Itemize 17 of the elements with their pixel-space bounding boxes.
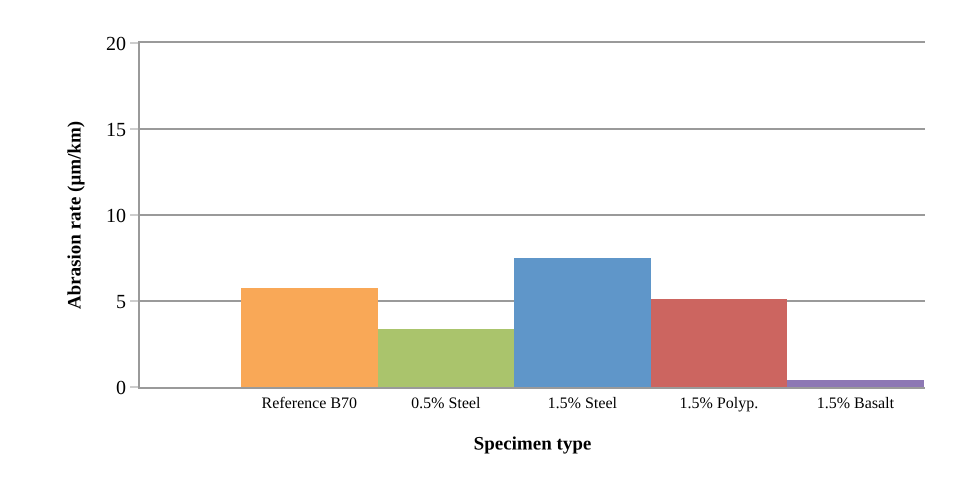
x-tick-label: 1.5% Steel <box>548 395 618 412</box>
bar <box>787 380 924 387</box>
x-tick-label: 0.5% Steel <box>411 395 482 412</box>
x-axis-title: Specimen type <box>474 434 592 454</box>
y-axis-title: Abrasion rate (µm/km) <box>64 120 86 310</box>
y-tick-label: 20 <box>106 33 126 55</box>
y-tick-label: 15 <box>106 119 126 141</box>
y-tick-label: 10 <box>106 205 126 227</box>
y-tick-label: 0 <box>116 377 126 399</box>
bar <box>378 329 514 387</box>
x-tick-label: Reference B70 <box>262 395 358 412</box>
x-tick-label: 1.5% Basalt <box>816 395 895 412</box>
bar <box>651 299 787 387</box>
bar <box>514 258 651 387</box>
y-tick-label: 5 <box>116 291 126 313</box>
x-tick-label: 1.5% Polyp. <box>680 395 758 412</box>
bar <box>241 288 378 387</box>
